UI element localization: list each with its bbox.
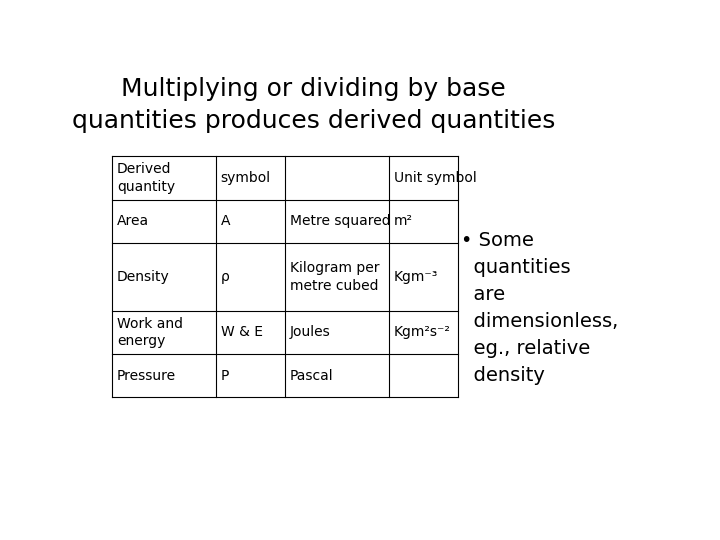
Text: quantities: quantities — [461, 258, 571, 277]
Text: Unit symbol: Unit symbol — [394, 171, 477, 185]
Text: • Some: • Some — [461, 231, 534, 250]
Text: Kgm⁻³: Kgm⁻³ — [394, 270, 438, 284]
Text: are: are — [461, 285, 505, 304]
Text: Kgm²s⁻²: Kgm²s⁻² — [394, 325, 451, 339]
Text: eg., relative: eg., relative — [461, 339, 590, 358]
Text: ρ: ρ — [220, 270, 230, 284]
Text: dimensionless,: dimensionless, — [461, 312, 618, 331]
Text: Multiplying or dividing by base
quantities produces derived quantities: Multiplying or dividing by base quantiti… — [71, 77, 555, 133]
Text: Joules: Joules — [289, 325, 330, 339]
Text: m²: m² — [394, 214, 413, 228]
Text: Pressure: Pressure — [117, 369, 176, 383]
Text: Kilogram per
metre cubed: Kilogram per metre cubed — [289, 261, 379, 293]
Text: P: P — [220, 369, 229, 383]
Text: Density: Density — [117, 270, 169, 284]
Text: Area: Area — [117, 214, 149, 228]
Text: A: A — [220, 214, 230, 228]
Text: Derived
quantity: Derived quantity — [117, 163, 175, 194]
Text: Work and
energy: Work and energy — [117, 316, 183, 348]
Text: Metre squared: Metre squared — [289, 214, 390, 228]
Text: density: density — [461, 366, 545, 385]
Text: Pascal: Pascal — [289, 369, 333, 383]
Text: symbol: symbol — [220, 171, 271, 185]
Text: W & E: W & E — [220, 325, 263, 339]
